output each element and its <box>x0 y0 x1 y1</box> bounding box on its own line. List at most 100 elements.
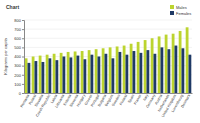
bar <box>102 48 105 93</box>
bar <box>63 57 66 94</box>
bar <box>175 46 178 93</box>
y-tick-label: 500 <box>14 45 21 50</box>
bar <box>70 57 73 93</box>
bar <box>95 49 98 93</box>
y-tick-mark <box>22 20 24 21</box>
y-tick-mark <box>22 93 24 94</box>
grid-line <box>24 29 192 30</box>
bar <box>137 42 140 93</box>
bar <box>116 46 119 93</box>
bar-series <box>25 27 189 93</box>
bar <box>189 55 192 93</box>
bar <box>91 55 94 93</box>
y-axis-title: Kilograms per capita <box>3 37 8 74</box>
x-tick-label: Czech Republic <box>35 94 51 118</box>
y-axis-line <box>22 21 25 94</box>
y-tick-label: 700 <box>14 27 21 32</box>
y-tick-mark <box>22 75 24 76</box>
legend-item: Females <box>170 11 191 16</box>
y-tick: 700 <box>14 27 24 32</box>
y-tick-label: 800 <box>14 18 21 23</box>
y-tick-mark <box>22 38 24 39</box>
bar <box>172 34 175 93</box>
bar <box>98 57 101 94</box>
x-axis: RomaniaPolandSlovakiaCzech RepublicLatvi… <box>20 93 193 118</box>
y-tick: 600 <box>14 36 24 41</box>
bar <box>161 47 164 93</box>
bar <box>151 38 154 93</box>
legend-swatch <box>170 5 174 9</box>
legend-swatch <box>170 11 174 15</box>
x-tick-label: Finland <box>119 94 128 106</box>
chart-container: 0 100 200 300 400 500 600 700 800 RomaniaPolandSl… <box>0 0 200 123</box>
bar <box>25 58 28 93</box>
bar <box>130 44 133 93</box>
y-tick: 200 <box>14 73 24 78</box>
y-tick: 0 <box>19 91 24 96</box>
bar <box>88 50 91 93</box>
y-tick-mark <box>22 29 24 30</box>
bar <box>32 57 35 94</box>
bar <box>144 40 147 93</box>
x-tick: Czech Republic <box>35 93 51 118</box>
y-tick-mark <box>22 57 24 58</box>
bar <box>46 55 49 93</box>
y-tick-label: 100 <box>14 82 21 87</box>
y-tick-mark <box>22 84 24 85</box>
y-tick-label: 400 <box>14 54 21 59</box>
x-tick: Lithuania <box>54 93 65 108</box>
y-tick-mark <box>22 47 24 48</box>
bar <box>140 53 143 93</box>
bar <box>179 31 182 93</box>
y-tick-label: 0 <box>19 91 22 96</box>
bar <box>165 35 168 93</box>
y-tick-label: 200 <box>14 73 21 78</box>
bar <box>168 49 171 93</box>
y-axis: 0 100 200 300 400 500 600 700 800 <box>14 18 24 96</box>
bar <box>182 48 185 93</box>
chart-svg: 0 100 200 300 400 500 600 700 800 RomaniaPolandSl… <box>0 0 200 123</box>
bar <box>123 46 126 93</box>
legend: MalesFemales <box>170 5 191 16</box>
y-tick-label: 300 <box>14 63 21 68</box>
y-tick-label: 600 <box>14 36 21 41</box>
bar <box>119 52 122 93</box>
x-tick: Denmark <box>180 93 191 108</box>
bar <box>28 63 31 93</box>
y-tick: 300 <box>14 63 24 68</box>
title: Chart <box>6 4 19 10</box>
legend-label: Females <box>176 11 191 16</box>
legend-item: Males <box>170 5 187 10</box>
x-tick-label: France <box>133 94 142 106</box>
y-tick-mark <box>22 66 24 67</box>
bar <box>147 50 150 93</box>
x-tick-label: Denmark <box>180 94 191 109</box>
bar <box>126 55 129 93</box>
bar <box>154 54 157 93</box>
y-tick: 800 <box>14 18 24 23</box>
bar <box>42 62 45 93</box>
x-tick: Romania <box>20 93 31 108</box>
bar <box>56 60 59 93</box>
bar <box>186 27 189 93</box>
bar <box>74 51 77 93</box>
grid <box>24 20 192 93</box>
x-tick: Finland <box>119 93 128 106</box>
bar <box>158 36 161 93</box>
y-tick: 100 <box>14 82 24 87</box>
bar <box>67 52 70 93</box>
bar-series <box>28 46 192 93</box>
bar <box>133 51 136 93</box>
bar <box>84 59 87 93</box>
bar <box>35 61 38 93</box>
grid-line <box>24 20 192 21</box>
bar <box>112 58 115 93</box>
legend-label: Males <box>176 5 187 10</box>
x-axis-line <box>25 93 193 94</box>
bar <box>53 54 56 93</box>
bar <box>77 56 80 93</box>
bar <box>60 53 63 93</box>
bar <box>81 51 84 93</box>
bar <box>109 47 112 93</box>
bar <box>39 56 42 93</box>
